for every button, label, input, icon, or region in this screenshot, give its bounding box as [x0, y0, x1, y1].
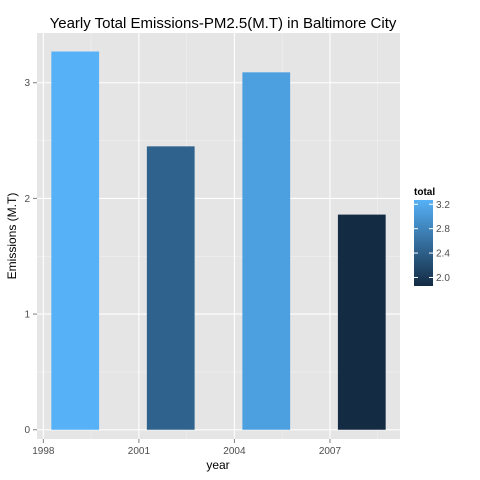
x-tick-label: 2004: [223, 446, 246, 457]
x-tick-label: 2007: [319, 446, 342, 457]
x-axis-title: year: [206, 458, 229, 472]
legend-title: total: [414, 187, 435, 198]
y-axis-title: Emissions (M.T): [5, 193, 19, 280]
legend-tick-label: 2.4: [436, 249, 450, 260]
bar-1999: [51, 51, 100, 430]
y-axis: 0 1 2 3: [24, 78, 37, 436]
bars: [51, 51, 386, 430]
legend-tick-label: 3.2: [436, 200, 450, 211]
y-tick-label: 3: [24, 78, 30, 89]
chart-title: Yearly Total Emissions-PM2.5(M.T) in Bal…: [50, 15, 397, 32]
y-tick-label: 0: [24, 425, 30, 436]
y-tick-label: 2: [24, 194, 30, 205]
bar-2008: [337, 214, 386, 430]
bar-2005: [242, 72, 291, 430]
legend-tick-label: 2.0: [436, 273, 450, 284]
legend-colorbar: [414, 200, 433, 286]
x-tick-label: 2001: [128, 446, 151, 457]
legend: total 2.0 2.4 2.8 3.2: [414, 187, 450, 286]
legend-tick-label: 2.8: [436, 224, 450, 235]
x-tick-label: 1998: [32, 446, 55, 457]
legend-ticks: 2.0 2.4 2.8 3.2: [414, 200, 450, 284]
bar-2002: [146, 146, 195, 430]
x-axis: 1998 2001 2004 2007: [32, 439, 342, 457]
grid-major: [37, 33, 400, 439]
y-tick-label: 1: [24, 310, 30, 321]
